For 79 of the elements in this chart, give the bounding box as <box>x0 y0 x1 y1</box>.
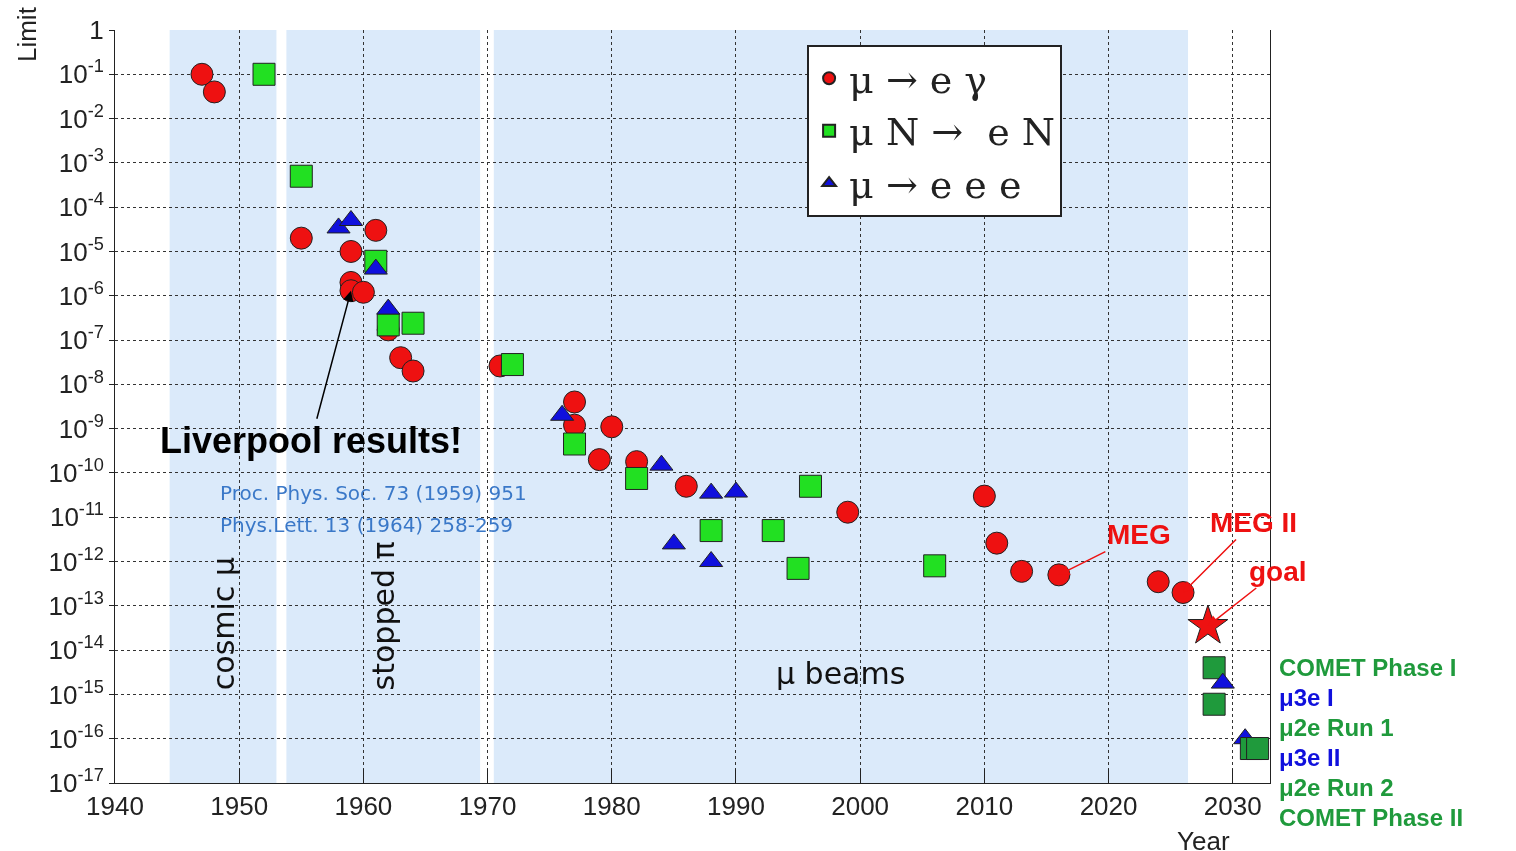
point <box>699 519 723 543</box>
point <box>1246 737 1270 761</box>
point <box>1202 692 1226 716</box>
point <box>252 62 276 86</box>
text: COMET Phase I <box>1279 654 1457 681</box>
y-tick-label: 1 <box>89 15 104 46</box>
legend-label: μ N → e N <box>849 110 1056 155</box>
band-label: stopped π <box>366 541 402 691</box>
point <box>798 474 822 498</box>
y-tick-label: 10$^{-6}$ <box>58 277 104 311</box>
point <box>376 313 400 337</box>
point <box>985 531 1009 555</box>
point <box>587 448 611 472</box>
point <box>401 359 425 383</box>
y-tick-label: 10$^{-16}$ <box>48 720 104 754</box>
y-axis-title: Limit <box>11 6 42 63</box>
y-tick-label: 10$^{-11}$ <box>49 499 104 533</box>
y-tick-label: 10$^{-5}$ <box>58 233 104 267</box>
point <box>202 80 226 104</box>
x-tick-label: 2030 <box>1203 791 1262 822</box>
series-label: μ3e I <box>1279 684 1334 711</box>
point <box>761 519 785 543</box>
legend-label: μ → e e e <box>849 162 1022 207</box>
point <box>351 280 375 304</box>
band-label: μ beams <box>776 656 906 691</box>
series-label: COMET Phase II <box>1279 804 1464 831</box>
point <box>401 311 425 335</box>
annotation: Phys.Lett. 13 (1964) 258-259 <box>220 513 514 537</box>
y-tick-label: 10$^{-12}$ <box>48 543 104 577</box>
point <box>1171 580 1195 604</box>
x-tick-label: 1950 <box>210 791 269 822</box>
x-axis-title: Year <box>1177 826 1230 851</box>
point <box>1010 559 1034 583</box>
text: μ2e Run 1 <box>1279 714 1394 741</box>
point <box>972 484 996 508</box>
x-tick-label: 1980 <box>582 791 641 822</box>
y-tick-label: 10$^{-15}$ <box>48 676 104 710</box>
x-tick-label: 1960 <box>334 791 393 822</box>
point <box>600 415 624 439</box>
y-tick-label: 10$^{-10}$ <box>48 455 104 489</box>
point <box>339 239 363 263</box>
x-tick-label: 2020 <box>1079 791 1138 822</box>
point <box>923 554 947 578</box>
band-label: cosmic μ <box>205 557 241 691</box>
series-label: μ2e Run 2 <box>1279 774 1394 801</box>
point <box>289 164 313 188</box>
legend-label: μ → e γ <box>849 58 988 103</box>
annotation: MEG <box>1107 519 1171 550</box>
x-tick-label: 1940 <box>86 791 144 822</box>
point <box>289 226 313 250</box>
point <box>1146 570 1170 594</box>
point <box>563 390 587 414</box>
point <box>1187 604 1229 644</box>
point <box>190 62 214 86</box>
y-tick-label: 10$^{-7}$ <box>58 322 104 356</box>
annotation: Proc. Phys. Soc. 73 (1959) 951 <box>220 481 527 505</box>
y-tick-label: 10$^{-2}$ <box>58 100 104 134</box>
point <box>500 353 524 377</box>
x-tick-label: 2000 <box>831 791 890 822</box>
point <box>625 466 649 490</box>
y-tick-label: 10$^{-8}$ <box>58 366 104 400</box>
point <box>786 556 810 580</box>
point <box>1202 656 1226 680</box>
y-tick-label: 10$^{-1}$ <box>58 56 104 90</box>
x-tick-label: 1990 <box>707 791 765 822</box>
y-tick-label: 10$^{-3}$ <box>58 145 104 178</box>
y-tick-label: 10$^{-4}$ <box>58 189 104 223</box>
y-tick-label: 10$^{-14}$ <box>48 632 104 666</box>
x-tick-label: 2010 <box>955 791 1014 822</box>
series-label: μ3e II <box>1279 744 1341 771</box>
point <box>563 432 587 456</box>
point <box>1047 563 1071 587</box>
y-tick-label: 10$^{-13}$ <box>48 588 104 621</box>
point <box>674 474 698 498</box>
point <box>364 218 388 242</box>
point <box>836 500 860 524</box>
x-tick-label: 1970 <box>458 791 517 822</box>
y-tick-label: 10$^{-9}$ <box>58 410 104 444</box>
annotation: Liverpool results! <box>160 420 463 461</box>
